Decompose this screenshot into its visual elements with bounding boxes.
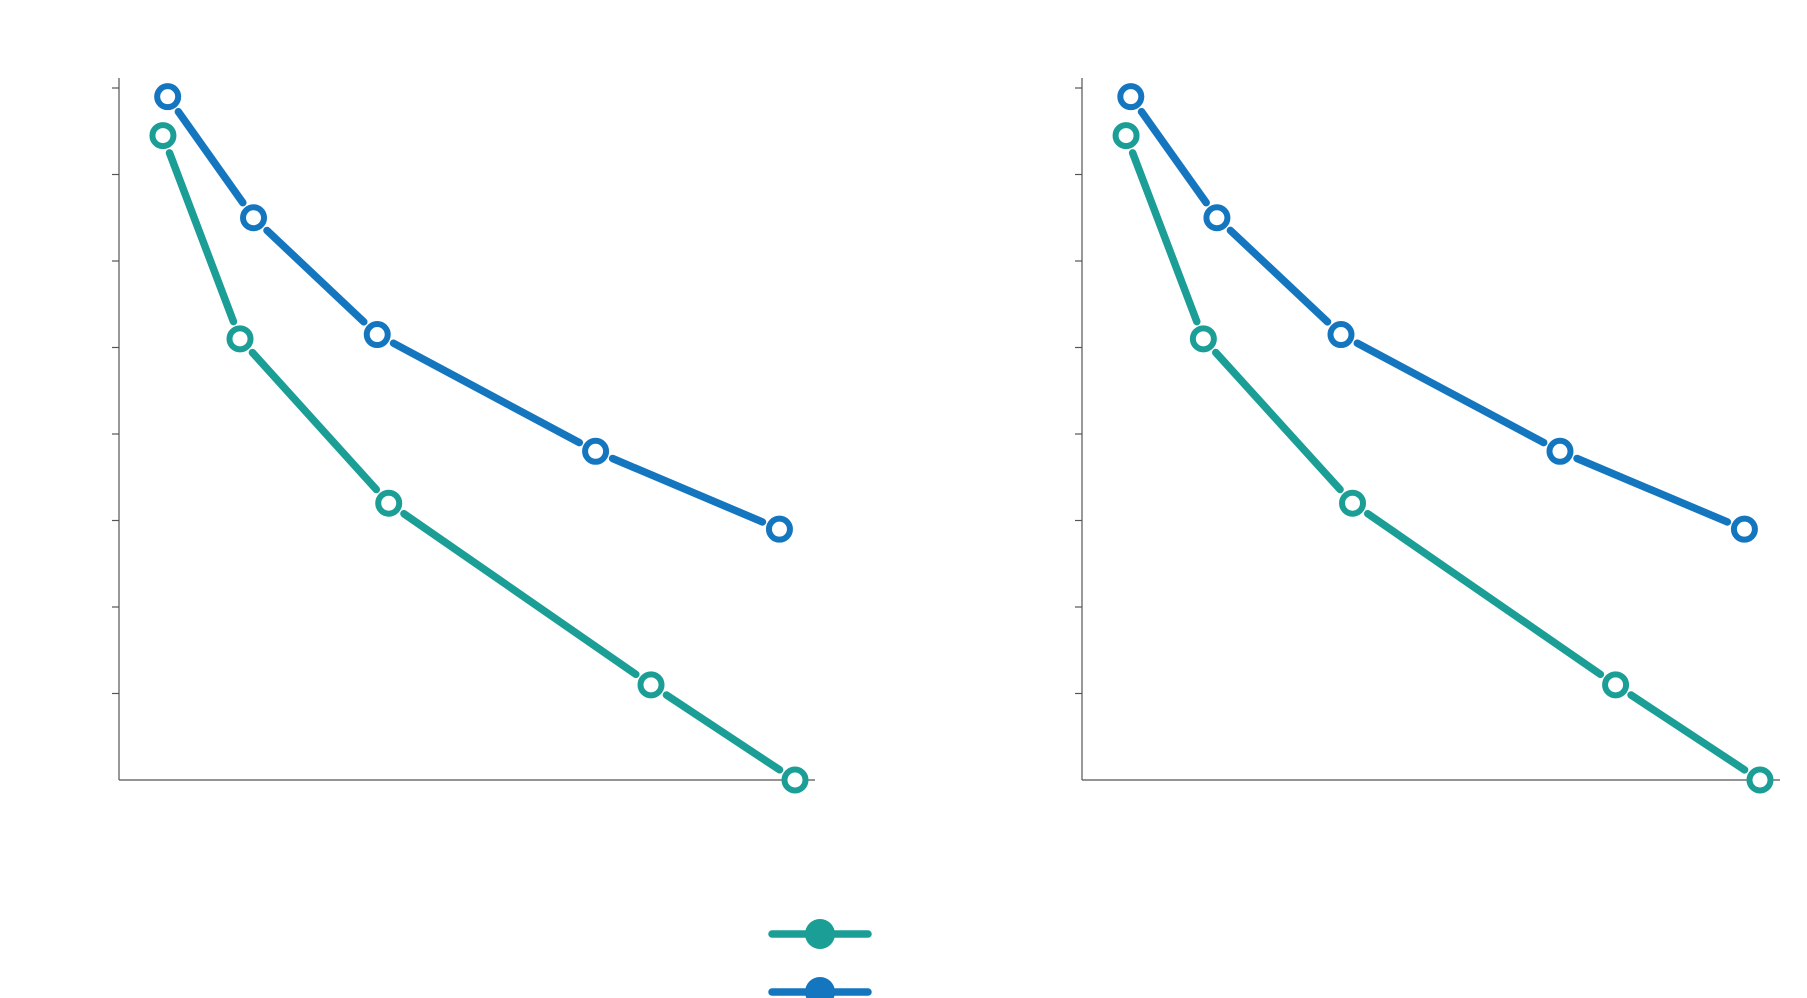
series-line-segment: [1226, 226, 1332, 326]
series-line-segment: [248, 348, 381, 494]
data-point: [154, 83, 182, 111]
data-point: [1189, 325, 1217, 353]
data-point: [765, 515, 793, 543]
series-line-segment: [1627, 691, 1749, 774]
series-line-segment: [1212, 348, 1344, 494]
series-2: [1117, 83, 1758, 543]
series-line-segment: [1353, 339, 1548, 447]
chart-legend: [768, 919, 872, 998]
legend-entry-2: [768, 977, 872, 998]
series-1: [1112, 122, 1774, 794]
series-line-segment: [1573, 454, 1732, 526]
data-point: [1730, 515, 1758, 543]
series-line-segment: [1363, 509, 1605, 679]
data-point: [781, 766, 809, 794]
data-point: [1546, 437, 1574, 465]
series-line-segment: [1128, 149, 1201, 326]
series-line-segment: [165, 149, 238, 326]
data-point: [226, 325, 254, 353]
data-point: [1327, 321, 1355, 349]
data-point: [1746, 766, 1774, 794]
series-line-segment: [400, 509, 640, 679]
legend-marker: [805, 977, 835, 998]
data-point: [582, 437, 610, 465]
series-line-segment: [662, 691, 784, 774]
series-2: [154, 83, 793, 543]
data-point: [240, 204, 268, 232]
series-line-segment: [263, 226, 368, 326]
series-line-segment: [389, 339, 584, 447]
chart-panels: [112, 78, 1780, 794]
data-point: [149, 122, 177, 150]
series-line-segment: [174, 107, 247, 207]
legend-entry-1: [768, 919, 872, 949]
data-point: [1203, 204, 1231, 232]
series-1: [149, 122, 809, 794]
data-point: [375, 489, 403, 517]
data-point: [363, 321, 391, 349]
chart-panel-2: [1075, 78, 1780, 794]
legend-marker: [805, 919, 835, 949]
data-point: [1602, 671, 1630, 699]
data-point: [637, 671, 665, 699]
data-point: [1112, 122, 1140, 150]
series-line-segment: [608, 454, 767, 526]
chart-panel-1: [112, 78, 815, 794]
data-point: [1339, 489, 1367, 517]
series-line-segment: [1137, 107, 1210, 207]
data-point: [1117, 83, 1145, 111]
